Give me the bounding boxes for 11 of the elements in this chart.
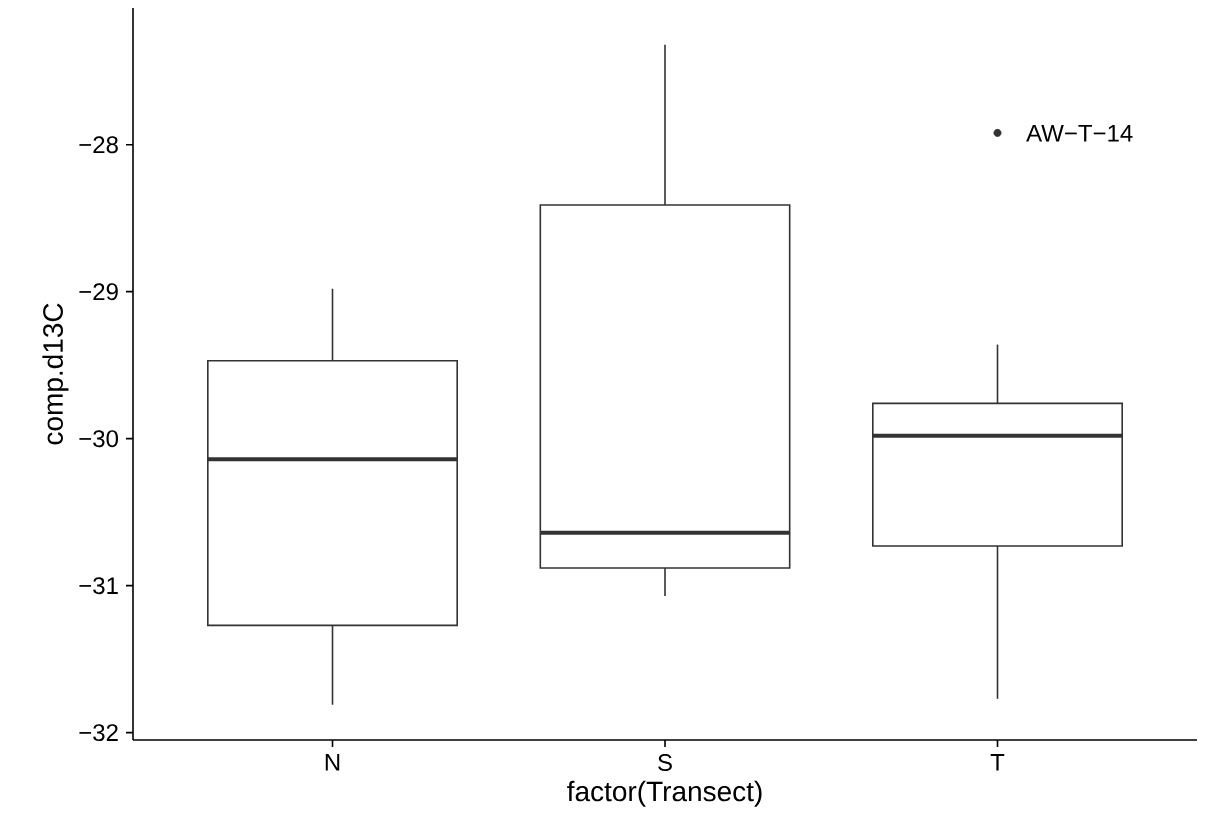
y-tick-label: −28: [79, 136, 118, 154]
y-axis-title: comp.d13C: [42, 303, 69, 445]
x-tick-label: S: [658, 754, 672, 772]
y-tick-label: −29: [79, 283, 118, 301]
y-tick-label: −32: [79, 724, 118, 742]
annotation: AW−T−14: [1026, 124, 1133, 142]
x-axis-title: factor(Transect): [567, 780, 762, 807]
x-tick-label: T: [990, 754, 1005, 771]
y-tick-label: −30: [79, 430, 119, 448]
x-tick-label: N: [325, 754, 340, 771]
y-tick-label: −31: [79, 577, 118, 595]
